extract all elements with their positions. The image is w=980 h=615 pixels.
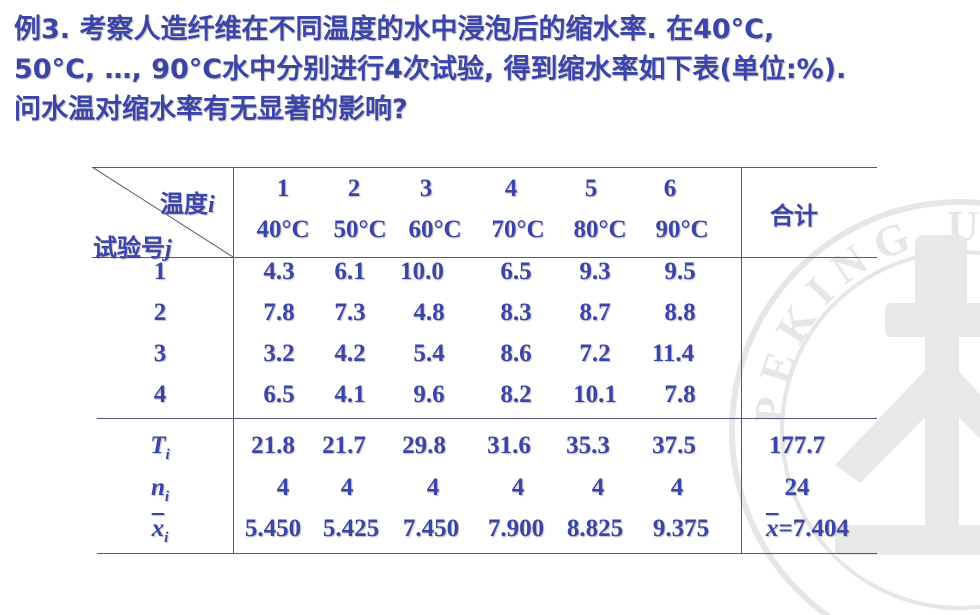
shrinkage-data-table: 温度i 试验号j 合计 1 2 3 4 5 6 40°C 50°C 60°C 7…: [92, 167, 877, 554]
data-cell-r1-c6: 9.5: [664, 258, 696, 285]
temp-header-1: 40°C: [256, 216, 310, 243]
temp-header-5: 80°C: [573, 216, 627, 243]
n-value-4: 4: [511, 474, 525, 501]
data-cell-r1-c2: 6.1: [334, 258, 366, 285]
n-value-2: 4: [340, 474, 354, 501]
level-header-4: 4: [504, 175, 518, 202]
example-number: 例3.: [14, 14, 71, 45]
T-row-label: Ti: [150, 432, 170, 463]
xbar-value-1: 5.450: [244, 515, 302, 542]
n-value-3: 4: [426, 474, 440, 501]
data-cell-r2-c2: 7.3: [334, 299, 366, 326]
corner-temperature-label: 温度i: [160, 190, 215, 218]
data-cell-r4-c2: 4.1: [334, 381, 366, 408]
trial-number-1: 1: [153, 258, 167, 285]
data-cell-r3-c3: 5.4: [413, 340, 445, 367]
temp-header-6: 90°C: [655, 216, 709, 243]
data-cell-r3-c1: 3.2: [263, 340, 295, 367]
data-cell-r4-c4: 8.2: [500, 381, 532, 408]
data-cell-r2-c6: 8.8: [664, 299, 696, 326]
trial-number-3: 3: [153, 340, 167, 367]
T-value-5: 35.3: [566, 432, 610, 459]
table-bottom-rule: [97, 553, 877, 554]
T-value-3: 29.8: [402, 432, 446, 459]
data-cell-r2-c1: 7.8: [263, 299, 295, 326]
n-value-1: 4: [276, 474, 290, 501]
xbar-row-label: xi: [151, 515, 169, 546]
temp-header-2: 50°C: [333, 216, 387, 243]
level-header-2: 2: [347, 175, 361, 202]
problem-line-1: 例3. 考察人造纤维在不同温度的水中浸泡后的缩水率. 在40°C,: [14, 14, 775, 45]
n-value-5: 4: [591, 474, 605, 501]
level-header-1: 1: [276, 175, 290, 202]
data-cell-r4-c6: 7.8: [664, 381, 696, 408]
n-total: 24: [784, 474, 810, 501]
data-cell-r3-c6: 11.4: [651, 340, 695, 367]
data-cell-r4-c3: 9.6: [413, 381, 445, 408]
corner-diagonal: [92, 167, 234, 258]
problem-line-2: 50°C, …, 90°C水中分别进行4次试验, 得到缩水率如下表(单位:%).: [14, 54, 847, 85]
T-value-4: 31.6: [487, 432, 531, 459]
level-header-6: 6: [663, 175, 677, 202]
temp-header-4: 70°C: [491, 216, 545, 243]
total-column-divider: [741, 167, 742, 554]
data-cell-r2-c4: 8.3: [500, 299, 532, 326]
xbar-value-3: 7.450: [402, 515, 460, 542]
data-cell-r1-c4: 6.5: [500, 258, 532, 285]
data-cell-r1-c1: 4.3: [263, 258, 295, 285]
xbar-value-5: 8.825: [566, 515, 624, 542]
data-cell-r3-c2: 4.2: [334, 340, 366, 367]
trial-number-2: 2: [153, 299, 167, 326]
trial-number-4: 4: [153, 381, 167, 408]
data-cell-r3-c4: 8.6: [500, 340, 532, 367]
xbar-value-4: 7.900: [487, 515, 545, 542]
data-cell-r4-c5: 10.1: [573, 381, 617, 408]
xbar-value-2: 5.425: [322, 515, 380, 542]
n-value-6: 4: [670, 474, 684, 501]
grand-mean: x=7.404: [766, 515, 849, 542]
header-bottom-rule: [92, 257, 877, 258]
table-top-rule: [92, 167, 877, 168]
level-header-3: 3: [419, 175, 433, 202]
temp-header-3: 60°C: [408, 216, 462, 243]
data-bottom-rule: [97, 418, 877, 419]
data-cell-r2-c3: 4.8: [413, 299, 445, 326]
first-column-divider: [233, 167, 234, 554]
data-cell-r1-c5: 9.3: [579, 258, 611, 285]
level-header-5: 5: [584, 175, 598, 202]
problem-statement: 例3. 考察人造纤维在不同温度的水中浸泡后的缩水率. 在40°C, 50°C, …: [14, 10, 974, 130]
problem-line-3: 问水温对缩水率有无显著的影响?: [14, 94, 408, 125]
T-value-2: 21.7: [322, 432, 366, 459]
data-cell-r3-c5: 7.2: [579, 340, 611, 367]
data-cell-r1-c3: 10.0: [400, 258, 444, 285]
data-cell-r4-c1: 6.5: [263, 381, 295, 408]
university-seal-watermark: PEKING UNI: [729, 199, 980, 615]
T-total: 177.7: [768, 432, 826, 459]
total-column-header: 合计: [770, 202, 818, 230]
T-value-6: 37.5: [652, 432, 696, 459]
xbar-value-6: 9.375: [652, 515, 710, 542]
n-row-label: ni: [150, 474, 170, 505]
corner-trial-label: 试验号j: [93, 234, 172, 262]
slide: PEKING UNI 例3. 考察人造纤维在不同温度的水中浸泡后的缩水率. 在4…: [14, 10, 980, 615]
T-value-1: 21.8: [251, 432, 295, 459]
data-cell-r2-c5: 8.7: [579, 299, 611, 326]
